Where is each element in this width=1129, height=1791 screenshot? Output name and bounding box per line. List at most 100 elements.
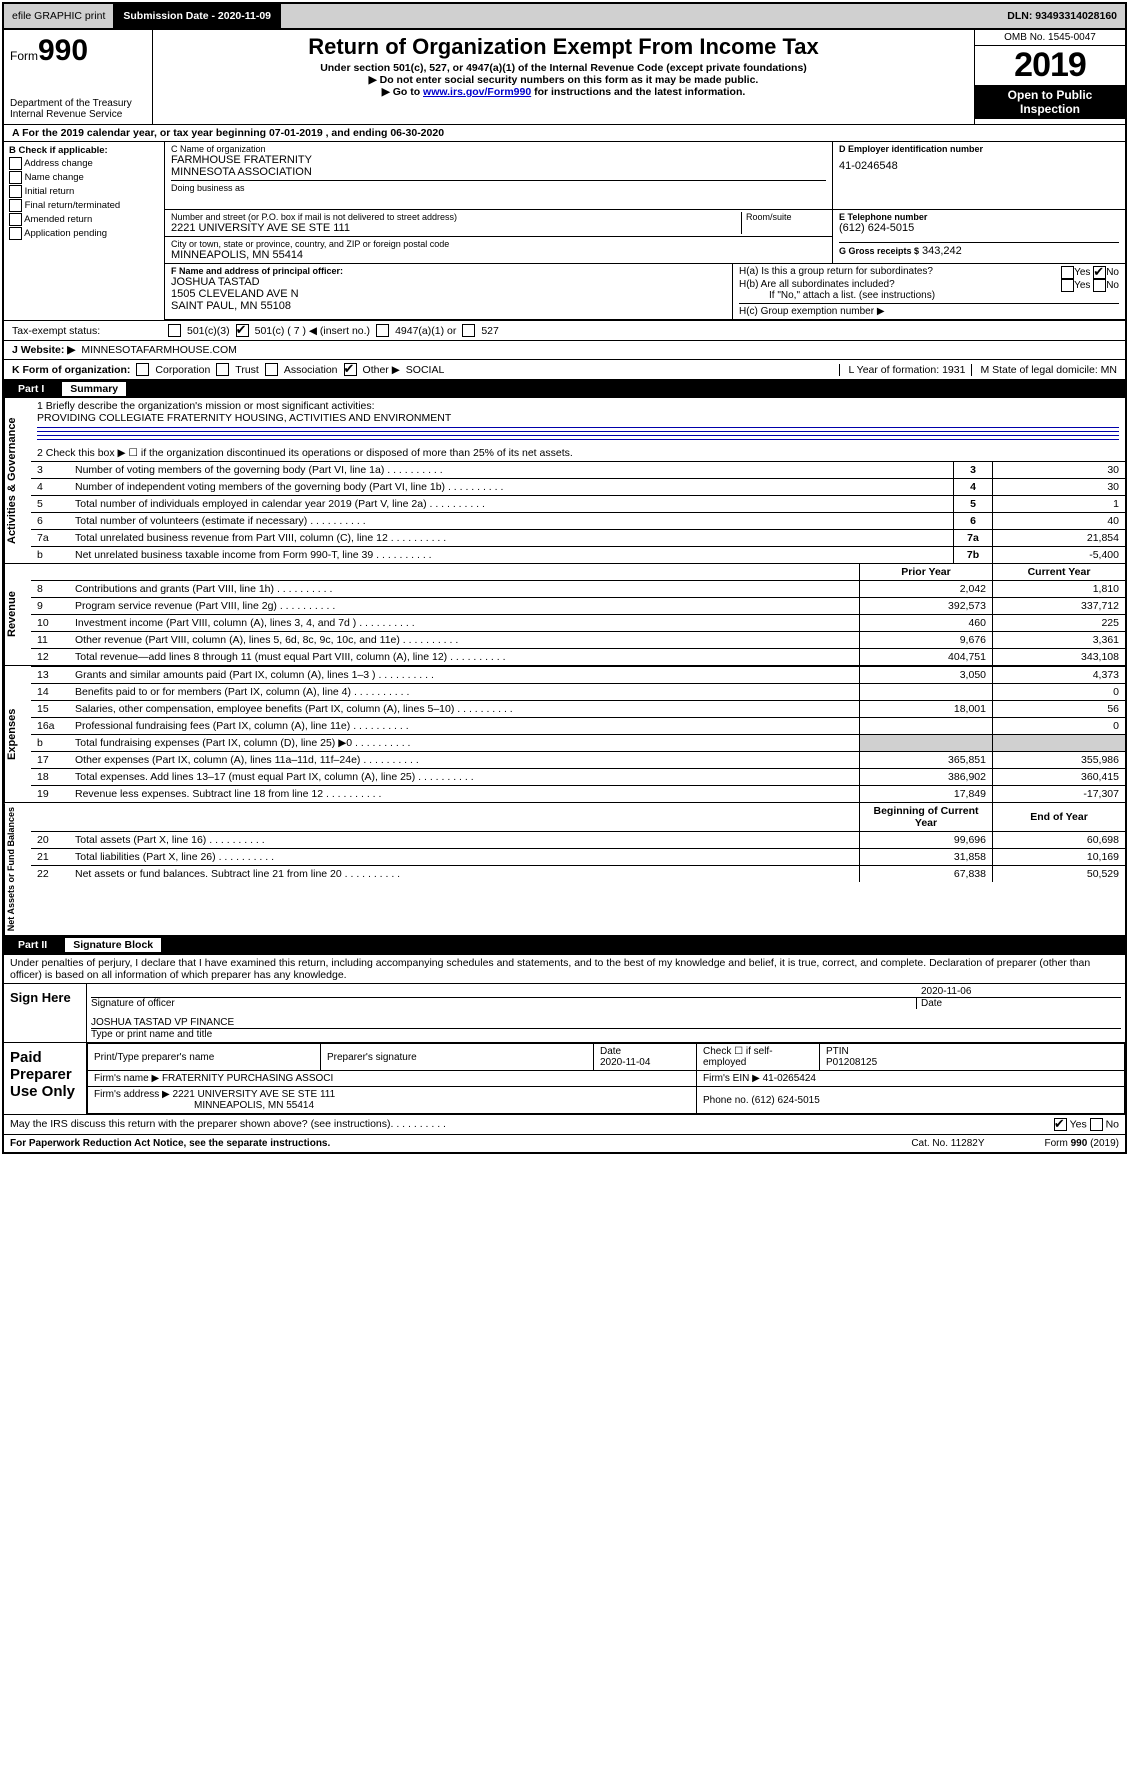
table-row: 10Investment income (Part VIII, column (… [31,615,1125,632]
governance-table: 3Number of voting members of the governi… [31,461,1125,563]
phone-label: E Telephone number [839,212,1119,222]
sig-name-title: JOSHUA TASTAD VP FINANCE [91,1017,1121,1028]
sig-declaration: Under penalties of perjury, I declare th… [4,955,1125,984]
sig-type-name-label: Type or print name and title [91,1028,1121,1040]
efile-label[interactable]: efile GRAPHIC print [4,4,115,28]
h-cell: H(a) Is this a group return for subordin… [732,264,1125,319]
website-value: MINNESOTAFARMHOUSE.COM [81,344,237,356]
chk-4947[interactable] [376,324,389,337]
form-title: Return of Organization Exempt From Incom… [159,34,968,60]
hb-label: H(b) Are all subordinates included? [739,279,895,290]
phone-value: (612) 624-5015 [839,222,1119,234]
hdr-prior: Prior Year [860,564,993,581]
revenue-section: Revenue Prior YearCurrent Year 8Contribu… [4,564,1125,666]
k-label: K Form of organization: [12,364,130,376]
table-row: 18Total expenses. Add lines 13–17 (must … [31,769,1125,786]
chk-final-return[interactable]: Final return/terminated [9,199,159,212]
lbl-4947: 4947(a)(1) or [395,325,456,337]
suite-label: Room/suite [746,212,826,222]
vlabel-netassets: Net Assets or Fund Balances [4,803,31,935]
chk-assoc[interactable] [265,363,278,376]
hdr-beginning: Beginning of Current Year [860,803,993,832]
chk-527[interactable] [462,324,475,337]
form-num: 990 [38,34,88,67]
revenue-table: Prior YearCurrent Year 8Contributions an… [31,564,1125,665]
sig-date-value: 2020-11-06 [921,986,1121,997]
part-i-num: Part I [10,382,52,396]
discuss-yes[interactable] [1054,1118,1067,1131]
hb-yes[interactable] [1061,279,1074,292]
part-i-header: Part I Summary [4,380,1125,398]
chk-address-change[interactable]: Address change [9,157,159,170]
dept-irs: Internal Revenue Service [10,109,146,120]
ha-yes[interactable] [1061,266,1074,279]
table-row: 8Contributions and grants (Part VIII, li… [31,581,1125,598]
lbl-other: Other ▶ [363,364,400,376]
chk-name-change[interactable]: Name change [9,171,159,184]
col-b-header: B Check if applicable: [9,145,159,156]
table-row: 17Other expenses (Part IX, column (A), l… [31,752,1125,769]
form-number-cell: Form990 Department of the Treasury Inter… [4,30,153,124]
title-cell: Return of Organization Exempt From Incom… [153,30,974,124]
city-label: City or town, state or province, country… [171,239,826,249]
hb-no[interactable] [1093,279,1106,292]
sig-date-label: Date [916,998,1121,1009]
table-row: 16aProfessional fundraising fees (Part I… [31,718,1125,735]
lbl-501c: 501(c) ( 7 ) ◀ (insert no.) [255,325,370,337]
hdr-current: Current Year [993,564,1126,581]
chk-amended[interactable]: Amended return [9,213,159,226]
discuss-label: May the IRS discuss this return with the… [10,1118,391,1131]
ha-label: H(a) Is this a group return for subordin… [739,266,933,277]
chk-application-pending[interactable]: Application pending [9,227,159,240]
chk-initial-return[interactable]: Initial return [9,185,159,198]
chk-other[interactable] [344,363,357,376]
officer-label: F Name and address of principal officer: [171,266,726,276]
netassets-section: Net Assets or Fund Balances Beginning of… [4,803,1125,936]
officer-h-row: F Name and address of principal officer:… [165,264,1125,320]
dept-treasury: Department of the Treasury [10,98,146,109]
org-name-1: FARMHOUSE FRATERNITY [171,154,826,166]
k-org-row: K Form of organization: Corporation Trus… [4,360,1125,380]
form-word: Form [10,49,38,63]
expenses-table: 13Grants and similar amounts paid (Part … [31,666,1125,802]
other-value: SOCIAL [406,364,445,376]
footer-form: Form 990 (2019) [1045,1138,1119,1149]
firm-name-value: FRATERNITY PURCHASING ASSOCI [162,1073,333,1084]
chk-501c[interactable] [236,324,249,337]
chk-501c3[interactable] [168,324,181,337]
omb-number: OMB No. 1545-0047 [975,30,1125,46]
signature-block: Under penalties of perjury, I declare th… [4,954,1125,1134]
firm-phone-value: (612) 624-5015 [751,1095,819,1106]
firm-name-label: Firm's name ▶ [94,1073,159,1084]
vlabel-expenses: Expenses [4,666,31,802]
paid-preparer-label: Paid Preparer Use Only [4,1043,87,1114]
lbl-527: 527 [481,325,499,337]
submission-date: Submission Date - 2020-11-09 [115,4,281,28]
addr-label: Number and street (or P.O. box if mail i… [171,212,741,222]
form-990-page: efile GRAPHIC print Submission Date - 20… [2,2,1127,1154]
expenses-section: Expenses 13Grants and similar amounts pa… [4,666,1125,803]
ha-no[interactable] [1093,266,1106,279]
dba-label: Doing business as [171,183,826,193]
website-row: J Website: ▶ MINNESOTAFARMHOUSE.COM [4,341,1125,360]
name-label: C Name of organization [171,144,826,154]
open-inspection: Open to Public Inspection [975,85,1125,119]
officer-addr2: SAINT PAUL, MN 55108 [171,300,726,312]
m-state: M State of legal domicile: MN [971,364,1117,376]
table-row: 5Total number of individuals employed in… [31,496,1125,513]
table-row: 6Total number of volunteers (estimate if… [31,513,1125,530]
l-year: L Year of formation: 1931 [839,364,965,376]
firm-phone-label: Phone no. [703,1095,749,1106]
sig-officer-label: Signature of officer [91,998,916,1009]
table-row: 22Net assets or fund balances. Subtract … [31,866,1125,883]
ein-cell: D Employer identification number 41-0246… [832,142,1125,209]
chk-trust[interactable] [216,363,229,376]
hc-label: H(c) Group exemption number ▶ [739,303,1119,317]
col-b-checkboxes: B Check if applicable: Address change Na… [4,142,165,320]
discuss-no[interactable] [1090,1118,1103,1131]
lbl-corp: Corporation [155,364,210,376]
table-row: 9Program service revenue (Part VIII, lin… [31,598,1125,615]
table-row: bNet unrelated business taxable income f… [31,547,1125,564]
chk-corp[interactable] [136,363,149,376]
irs-link[interactable]: www.irs.gov/Form990 [423,86,531,98]
